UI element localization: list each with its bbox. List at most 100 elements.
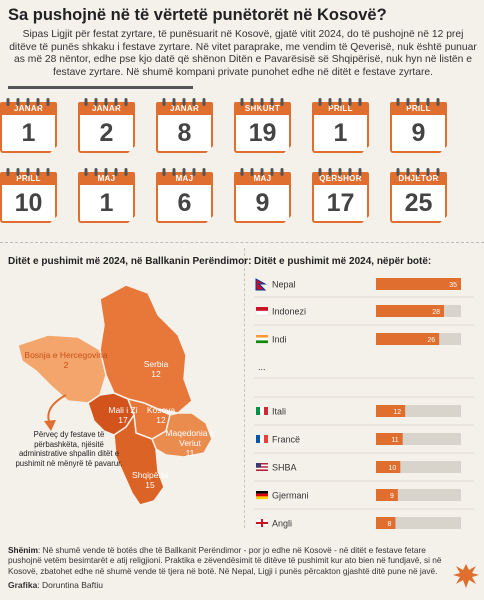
page-curl-icon	[47, 144, 59, 156]
calendar-month: JANAR	[78, 102, 135, 115]
page-curl-icon	[437, 214, 449, 226]
calendar-month: MAJ	[234, 172, 291, 185]
calendar-page: 1	[78, 185, 135, 223]
calendar-day: 17	[326, 189, 355, 217]
label-bosnia-value: 2	[63, 360, 69, 370]
flag-england-icon	[255, 518, 269, 528]
category-label: SHBA	[272, 463, 297, 473]
map-region-albania	[113, 412, 165, 506]
category-label: Indi	[272, 335, 287, 345]
footnote: Shënim: Në shumë vende të botës dhe të B…	[8, 545, 448, 576]
category-label: Gjermani	[272, 491, 309, 501]
bar-value-label: 9	[390, 493, 394, 500]
bar	[376, 461, 401, 473]
calendar-rings-icon	[318, 98, 362, 106]
calendar-page: 2	[78, 115, 135, 153]
rfe-logo-icon	[453, 564, 479, 588]
calendar-rings-icon	[84, 168, 128, 176]
bosnia-note: Përveç dy festave të përbashkëta, njësit…	[15, 430, 123, 468]
flag-france-icon	[256, 435, 268, 443]
label-kosovo-value: 12	[156, 415, 166, 425]
calendar-month: PRILL	[0, 172, 57, 185]
page-curl-icon	[359, 144, 371, 156]
page-curl-icon	[125, 144, 137, 156]
calendar-page: 9	[234, 185, 291, 223]
balkans-map-shapes	[17, 284, 213, 506]
bar-value-label: 28	[432, 309, 440, 316]
label-bosnia-name: Bosnja e Hercegovina	[24, 350, 108, 360]
calendar-rings-icon	[396, 168, 440, 176]
holiday-calendar: SHKURT 19	[234, 98, 293, 156]
calendar-month: MAJ	[78, 172, 135, 185]
calendar-rings-icon	[396, 98, 440, 106]
flag-indonesia-icon	[255, 307, 269, 316]
calendar-page: 10	[0, 185, 57, 223]
calendar-month: QERSHOR	[312, 172, 369, 185]
title-rule	[8, 86, 193, 89]
calendar-month: MAJ	[156, 172, 213, 185]
flag-germany-icon	[256, 491, 268, 500]
bar	[376, 333, 440, 345]
calendar-month: PRILL	[390, 102, 447, 115]
balkans-map	[8, 275, 236, 525]
label-serbia-value: 12	[151, 369, 161, 379]
label-montenegro: Mali i Zi 17	[100, 405, 146, 425]
section-divider	[0, 242, 484, 243]
calendar-rings-icon	[6, 98, 50, 106]
map-region-north-macedonia	[151, 412, 213, 458]
label-albania-value: 15	[145, 480, 155, 490]
page-curl-icon	[47, 214, 59, 226]
bar-value-label: 26	[427, 337, 435, 344]
column-divider	[244, 248, 245, 528]
page-title: Sa pushojnë në të vërtetë punëtorët në K…	[8, 6, 387, 24]
category-label: Francë	[272, 435, 300, 445]
intro-text: Sipas Ligjit për festat zyrtare, të punë…	[9, 29, 477, 78]
calendar-day: 19	[248, 119, 277, 147]
holiday-calendar: PRILL 1	[312, 98, 371, 156]
holiday-calendar: PRILL 10	[0, 168, 59, 226]
calendar-month: PRILL	[312, 102, 369, 115]
label-kosovo: Kosova 12	[138, 405, 184, 425]
calendar-rings-icon	[84, 98, 128, 106]
label-montenegro-name: Mali i Zi	[108, 405, 138, 415]
flag-usa-icon	[256, 463, 268, 471]
holiday-calendar: JANAR 8	[156, 98, 215, 156]
calendar-page: 25	[390, 185, 447, 223]
label-north-macedonia-name: Maqedonia e Veriut	[165, 428, 215, 448]
category-label: Angli	[272, 519, 292, 529]
calendar-rings-icon	[162, 98, 206, 106]
bar	[376, 305, 444, 317]
world-holidays-bar-chart: Nepal 35 Indonezi 28 Indi 26 Itali 12 Francë 11 SH…	[254, 278, 474, 529]
bar	[376, 489, 398, 501]
calendar-month: JANAR	[0, 102, 57, 115]
label-serbia-name: Serbia	[143, 359, 169, 369]
holiday-calendar: MAJ 1	[78, 168, 137, 226]
holiday-calendar: QERSHOR 17	[312, 168, 371, 226]
label-albania: Shqipëria 15	[124, 470, 176, 490]
credit-label: Grafika	[8, 580, 38, 590]
page-curl-icon	[359, 214, 371, 226]
footnote-text: : Në shumë vende të botës dhe të Ballkan…	[8, 545, 442, 576]
calendar-day: 8	[177, 119, 192, 147]
label-north-macedonia: Maqedonia e Veriut 11	[160, 428, 220, 458]
gap-ellipsis: ...	[258, 362, 266, 372]
category-label: Itali	[272, 407, 286, 417]
calendar-day: 10	[14, 189, 43, 217]
calendar-day: 1	[99, 189, 114, 217]
bar-value-label: 35	[449, 282, 457, 289]
calendar-rings-icon	[318, 168, 362, 176]
label-north-macedonia-value: 11	[185, 448, 195, 458]
calendar-day: 9	[255, 189, 270, 217]
calendar-day: 2	[99, 119, 114, 147]
page-curl-icon	[125, 214, 137, 226]
calendar-page: 1	[312, 115, 369, 153]
calendar-month: DHJETOR	[390, 172, 447, 185]
label-montenegro-value: 17	[118, 415, 128, 425]
holiday-calendar: DHJETOR 25	[390, 168, 449, 226]
label-bosnia: Bosnja e Hercegovina 2	[22, 350, 110, 370]
calendar-rings-icon	[6, 168, 50, 176]
credit: Grafika: Doruntina Baftiu	[8, 580, 103, 590]
calendar-page: 1	[0, 115, 57, 153]
holiday-calendar: PRILL 9	[390, 98, 449, 156]
footnote-label: Shënim	[8, 545, 38, 555]
